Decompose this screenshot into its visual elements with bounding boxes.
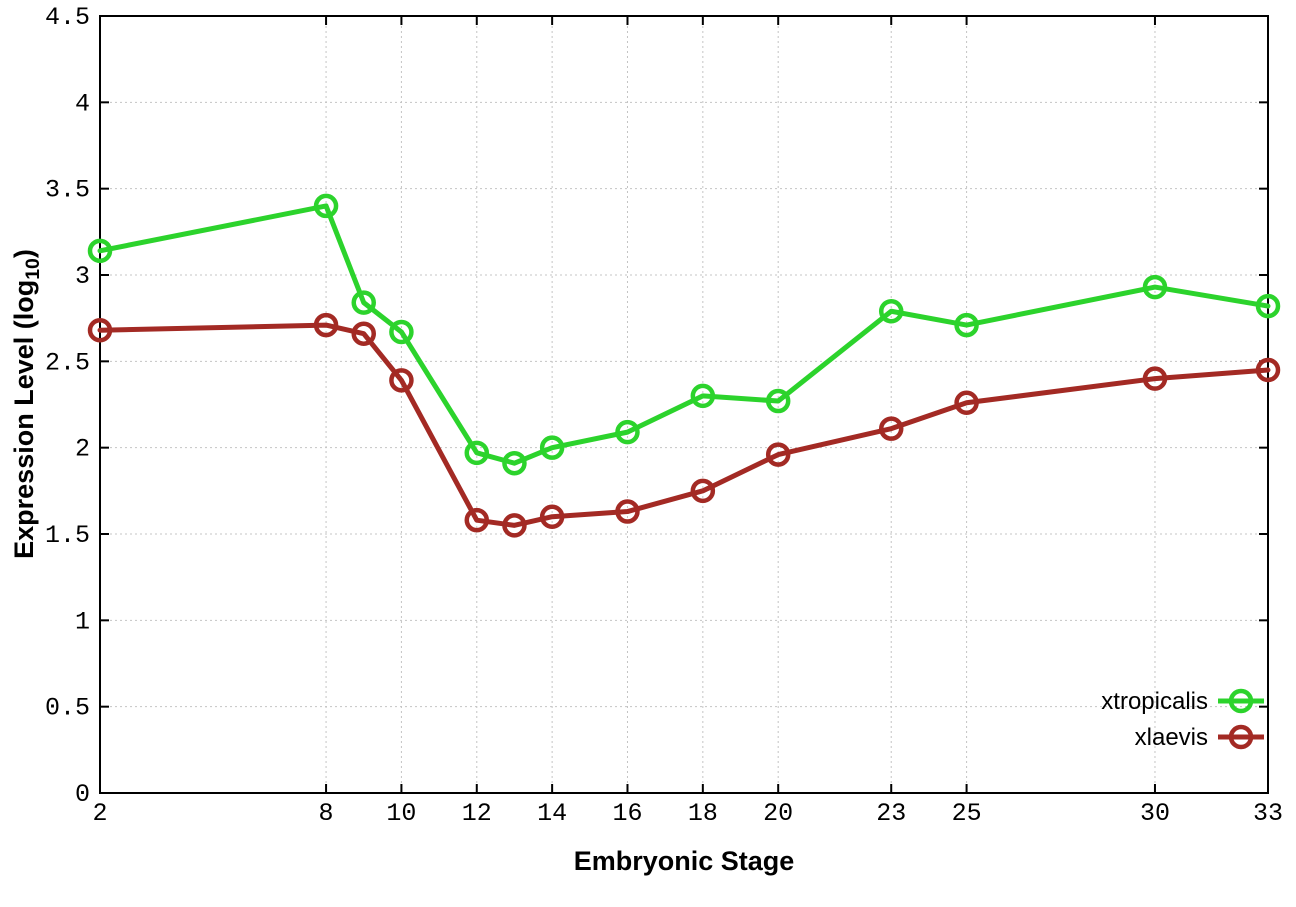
data-point-xlaevis <box>1142 366 1168 391</box>
y-tick-label: 1 <box>75 607 90 636</box>
data-point-xlaevis <box>765 442 791 467</box>
series-line-xlaevis <box>97 322 1271 528</box>
data-point-xtropicalis <box>954 312 979 338</box>
data-point-xlaevis <box>389 368 414 393</box>
x-tick-label: 2 <box>92 799 107 828</box>
x-tick-label: 18 <box>688 799 718 828</box>
x-tick-label: 20 <box>763 799 793 828</box>
data-point-xlaevis <box>87 318 113 343</box>
y-tick-label: 2.5 <box>45 348 90 377</box>
y-tick-label: 4 <box>75 89 90 118</box>
legend-marker-xlaevis <box>1228 724 1254 750</box>
data-point-xlaevis <box>1255 357 1281 383</box>
legend-marker-xtropicalis <box>1228 688 1254 714</box>
data-point-xtropicalis <box>878 299 904 324</box>
legend-label-xlaevis: xlaevis <box>1135 724 1208 751</box>
data-point-xlaevis <box>351 321 376 346</box>
x-axis-title-text: Embryonic Stage <box>573 846 795 876</box>
y-axis-title-pre: Expression Level (log <box>8 279 39 559</box>
x-tick-label: 16 <box>612 799 642 828</box>
data-point-xtropicalis <box>765 388 791 414</box>
y-axis-title-subscript: 10 <box>22 258 45 280</box>
data-point-xtropicalis <box>539 435 565 460</box>
data-point-xlaevis <box>464 507 490 533</box>
data-point-xlaevis <box>539 504 565 529</box>
y-axis-title: Expression Level (log10) <box>9 249 45 559</box>
y-tick-label: 0 <box>75 780 90 809</box>
data-point-xlaevis <box>878 416 904 441</box>
data-point-xtropicalis <box>351 290 376 315</box>
data-point-xlaevis <box>690 478 716 504</box>
y-tick-label: 4.5 <box>45 3 90 32</box>
y-tick-label: 3.5 <box>45 176 90 205</box>
x-tick-label: 8 <box>319 799 334 828</box>
data-point-xtropicalis <box>464 440 490 466</box>
data-point-xtropicalis <box>1142 274 1168 300</box>
plot-border <box>99 15 1269 794</box>
data-point-xlaevis <box>313 312 339 338</box>
x-tick-label: 12 <box>462 799 492 828</box>
x-axis-title: Embryonic Stage <box>100 846 1268 877</box>
data-point-xtropicalis <box>389 319 414 345</box>
x-tick-label: 23 <box>876 799 906 828</box>
x-tick-label: 25 <box>952 799 982 828</box>
legend-label-xtropicalis: xtropicalis <box>1101 688 1208 715</box>
data-point-xlaevis <box>954 390 979 416</box>
y-tick-label: 2 <box>75 435 90 464</box>
data-point-xtropicalis <box>313 193 339 219</box>
data-point-xtropicalis <box>615 419 640 445</box>
y-tick-label: 3 <box>75 262 90 291</box>
x-tick-label: 10 <box>386 799 416 828</box>
y-tick-label: 1.5 <box>45 521 90 550</box>
data-point-xtropicalis <box>87 238 113 264</box>
y-tick-label: 0.5 <box>45 694 90 723</box>
x-tick-label: 33 <box>1253 799 1283 828</box>
data-point-xtropicalis <box>690 383 716 409</box>
data-point-xlaevis <box>615 499 640 524</box>
data-point-xtropicalis <box>502 450 527 476</box>
x-tick-label: 14 <box>537 799 567 828</box>
series-line-xtropicalis <box>97 203 1271 466</box>
data-point-xtropicalis <box>1255 293 1281 319</box>
data-point-xlaevis <box>502 513 527 538</box>
x-tick-label: 30 <box>1140 799 1170 828</box>
y-axis-title-post: ) <box>8 249 39 259</box>
